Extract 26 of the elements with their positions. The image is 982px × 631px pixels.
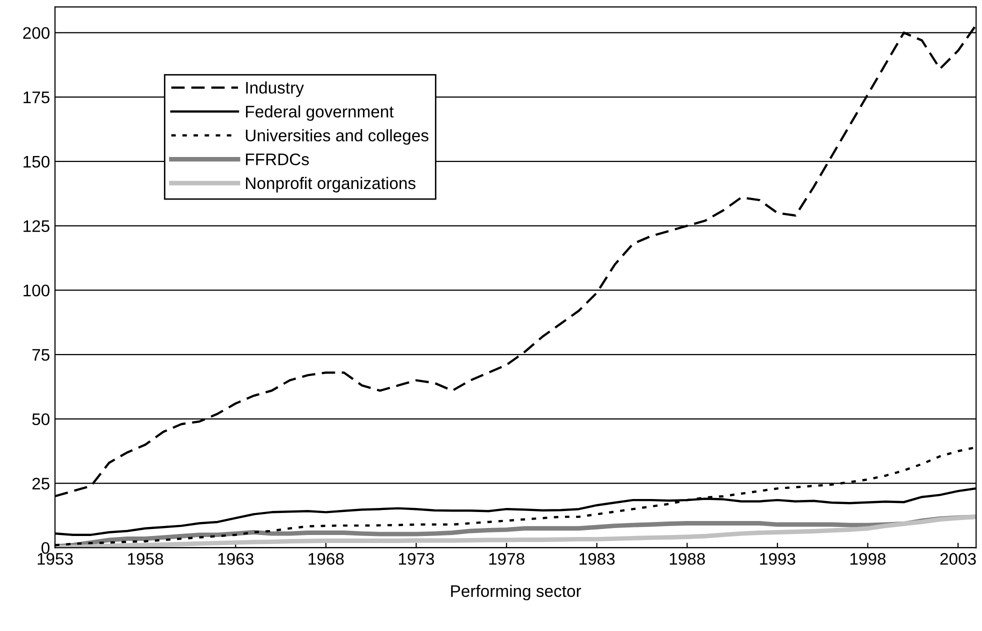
y-tick-label: 200 [23,27,50,39]
y-tick-label: 125 [24,220,50,232]
x-tick-label: 1968 [308,553,344,565]
x-tick-label: 1988 [670,553,705,565]
x-tick-label: 1983 [580,553,615,565]
x-tick-label: 1993 [760,553,796,565]
x-tick-label: 1953 [38,553,73,565]
y-tick-label: 100 [24,284,50,296]
x-tick-label: 1963 [218,553,254,565]
y-tick-label: 75 [32,349,50,361]
x-tick-label: 2003 [940,553,976,565]
y-tick-label: 0 [42,542,50,554]
y-tick-label: 50 [32,413,50,426]
legend-label: Universities and colleges [246,129,428,145]
x-axis-title: Performing sector [451,584,582,600]
y-tick-label: 175 [24,92,50,104]
y-tick-label: 25 [32,478,50,490]
legend-label: Federal government [246,105,394,121]
legend-label: FFRDCs [246,153,309,166]
y-tick-label: 150 [24,156,50,168]
legend-label: Nonprofit organizations [246,176,416,192]
x-tick-label: 1958 [128,553,164,565]
x-tick-label: 1998 [850,553,886,565]
x-tick-label: 1978 [489,553,524,565]
x-tick-label: 1973 [398,553,434,565]
legend-label: Industry [246,81,304,97]
